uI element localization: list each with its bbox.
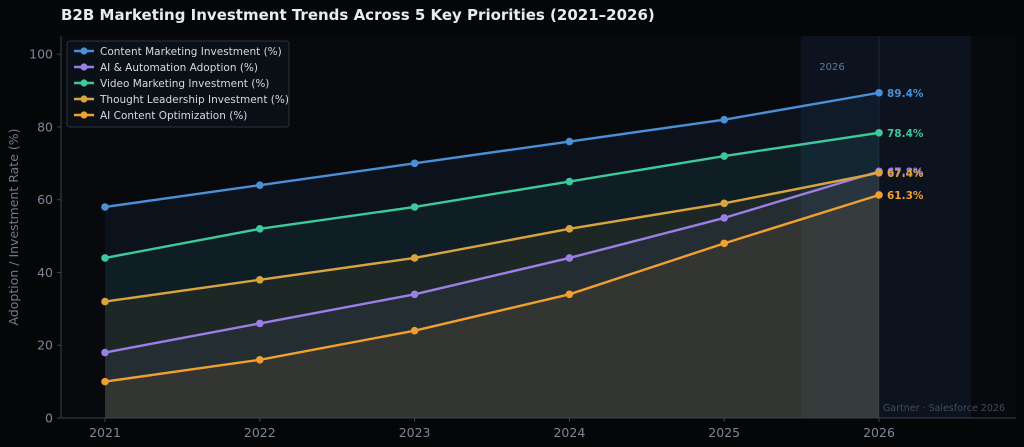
data-point	[255, 355, 264, 364]
data-point	[720, 152, 728, 160]
legend-entry: AI & Automation Adoption (%)	[100, 62, 258, 74]
data-point	[101, 254, 109, 262]
data-point	[255, 275, 264, 284]
legend-entry: AI Content Optimization (%)	[100, 110, 247, 122]
x-tick-label: 2024	[553, 425, 585, 440]
x-tick-label: 2023	[399, 425, 431, 440]
area-fill-4	[105, 194, 879, 418]
legend-swatch-dot	[80, 111, 88, 119]
x-tick-label: 2022	[244, 425, 276, 440]
data-point	[875, 88, 883, 97]
end-value-label: 67.4%	[887, 168, 924, 180]
data-point	[410, 290, 419, 299]
end-value-label: 61.3%	[887, 190, 924, 202]
highlight-label: 2026	[819, 62, 844, 73]
x-tick-label: 2025	[708, 425, 740, 440]
series-line-1	[104, 170, 880, 354]
data-point	[875, 191, 883, 199]
legend-entry: Content Marketing Investment (%)	[100, 46, 282, 58]
series-line-2	[104, 131, 880, 260]
data-point	[720, 239, 728, 248]
legend-swatch-dot	[80, 79, 88, 87]
legend-box	[66, 40, 290, 128]
y-axis-label: Adoption / Investment Rate (%)	[6, 129, 21, 326]
legend-swatch-dot	[80, 95, 88, 103]
data-point	[410, 254, 419, 262]
series-line-3	[104, 171, 880, 303]
data-point	[255, 181, 264, 189]
legend-swatch-dot	[80, 47, 88, 55]
y-tick-label: 0	[45, 411, 53, 426]
y-tick-label: 20	[37, 338, 53, 353]
data-point	[720, 115, 728, 124]
data-point	[410, 326, 419, 335]
data-point	[875, 168, 883, 177]
data-point	[720, 199, 728, 208]
end-value-label: 78.4%	[887, 128, 924, 140]
data-point	[101, 203, 109, 211]
series-line-0	[104, 91, 880, 209]
series-line-4	[104, 193, 880, 383]
x-tick-label: 2021	[89, 425, 121, 440]
y-tick-label: 80	[37, 119, 53, 134]
data-point	[565, 177, 574, 186]
data-point	[565, 225, 574, 233]
chart-title: B2B Marketing Investment Trends Across 5…	[61, 6, 655, 24]
data-point	[720, 214, 728, 222]
data-point	[255, 225, 264, 233]
data-point	[410, 159, 419, 168]
end-value-label: 67.8%	[887, 166, 924, 178]
legend-entry: Video Marketing Investment (%)	[100, 78, 269, 90]
data-point	[101, 348, 109, 357]
data-point	[875, 128, 883, 137]
y-tick-label: 60	[37, 192, 53, 207]
legend-entry: Thought Leadership Investment (%)	[99, 94, 289, 106]
data-point	[255, 319, 264, 328]
highlight-band	[801, 36, 971, 418]
data-point	[410, 203, 419, 211]
y-tick-label: 100	[29, 47, 53, 62]
source-note: Gartner · Salesforce 2026	[883, 403, 1005, 414]
area-fill-3	[105, 172, 879, 418]
data-point	[565, 137, 574, 146]
legend-swatch-dot	[80, 63, 88, 71]
y-tick-label: 40	[37, 265, 53, 280]
data-point	[565, 290, 574, 299]
end-value-label: 89.4%	[887, 88, 924, 100]
area-fill-0	[105, 92, 879, 419]
data-point	[101, 377, 109, 386]
x-tick-label: 2026	[863, 425, 895, 440]
data-point	[101, 297, 109, 306]
area-fill-1	[105, 171, 879, 418]
data-point	[565, 254, 574, 262]
